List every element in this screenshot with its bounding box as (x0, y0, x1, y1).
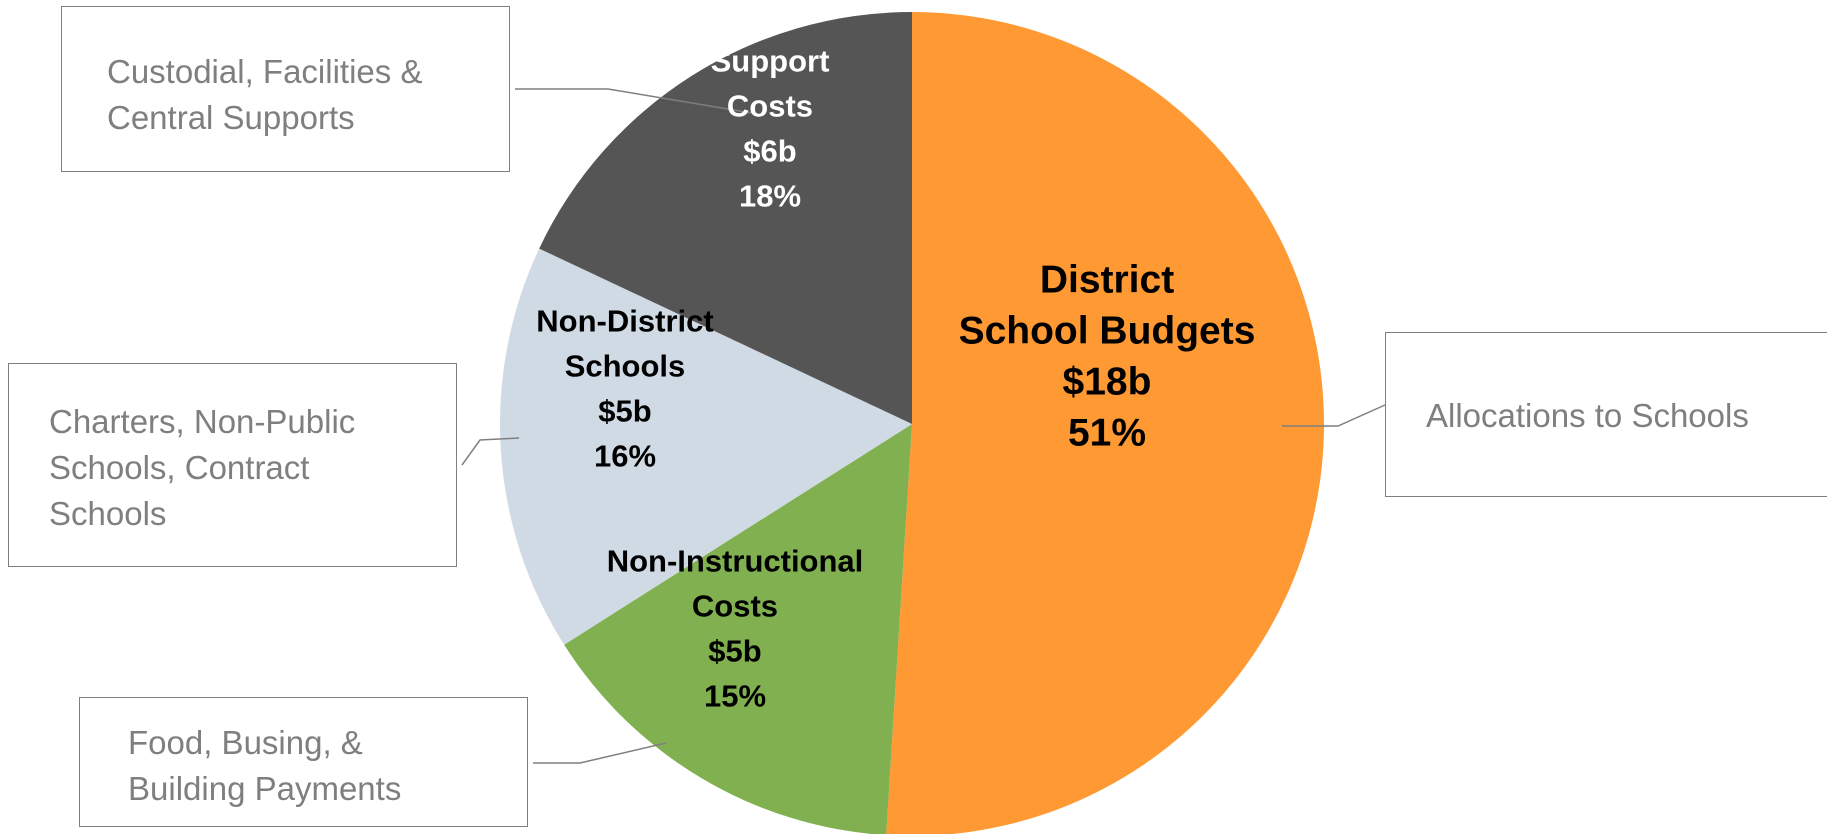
slice-label-nondistrict-line-4: 16% (594, 439, 656, 474)
pie-slice-nondistrict (500, 248, 912, 645)
slice-label-nondistrict-line-3: $5b (598, 394, 651, 429)
leader-line-noninstructional (533, 742, 667, 764)
slice-label-support-line-2: Costs (727, 89, 813, 124)
slice-label-noninstructional: Non-Instructional Costs $5b 15% (607, 544, 864, 714)
callout-non-district: Charters, Non-Public Schools, Contract S… (8, 363, 457, 567)
slice-label-noninstructional-line-3: $5b (708, 634, 761, 669)
slice-label-nondistrict-line-2: Schools (565, 349, 686, 384)
callout-support-line-2: Central Supports (107, 99, 355, 136)
slice-label-noninstructional-line-4: 15% (704, 679, 766, 714)
leader-line-nondistrict (461, 437, 520, 466)
slice-labels: District School Budgets $18b 51% Non-Instruc… (536, 44, 1255, 714)
pie-slices (500, 11, 1324, 834)
leader-line-support (515, 88, 759, 115)
pie-slice-support (539, 11, 912, 424)
slice-label-support-line-4: 18% (739, 179, 801, 214)
callout-non-instructional-line-1: Food, Busing, & (128, 724, 363, 761)
slice-label-district: District School Budgets $18b 51% (959, 259, 1256, 455)
callout-non-district-line-3: Schools (49, 495, 167, 532)
slice-label-support-line-1: Support (711, 44, 830, 79)
slice-label-support: Support Costs $6b 18% (711, 44, 830, 214)
callout-district: Allocations to Schools (1385, 332, 1827, 497)
slice-label-support-line-3: $6b (743, 134, 796, 169)
slice-label-noninstructional-line-2: Costs (692, 589, 778, 624)
callout-leader-lines (461, 88, 1386, 764)
callout-non-instructional: Food, Busing, & Building Payments (79, 697, 528, 827)
leader-line-district (1282, 404, 1386, 427)
pie-slice-district (886, 12, 1324, 834)
slice-label-nondistrict-line-1: Non-District (536, 304, 713, 339)
callout-non-district-line-2: Schools, Contract (49, 449, 310, 486)
slice-label-district-line-1: District (1040, 259, 1174, 302)
slice-label-district-line-3: $18b (1063, 361, 1152, 404)
slice-label-noninstructional-line-1: Non-Instructional (607, 544, 864, 579)
slice-label-district-line-4: 51% (1068, 412, 1146, 455)
callout-district-line-1: Allocations to Schools (1426, 397, 1749, 434)
callout-non-instructional-line-2: Building Payments (128, 770, 402, 807)
callout-support-line-1: Custodial, Facilities & (107, 53, 423, 90)
callout-non-district-line-1: Charters, Non-Public (49, 403, 356, 440)
slice-label-nondistrict: Non-District Schools $5b 16% (536, 304, 713, 474)
slice-label-district-line-2: School Budgets (959, 310, 1256, 353)
pie-slice-noninstructional (564, 424, 912, 834)
callout-support: Custodial, Facilities & Central Supports (61, 6, 510, 172)
